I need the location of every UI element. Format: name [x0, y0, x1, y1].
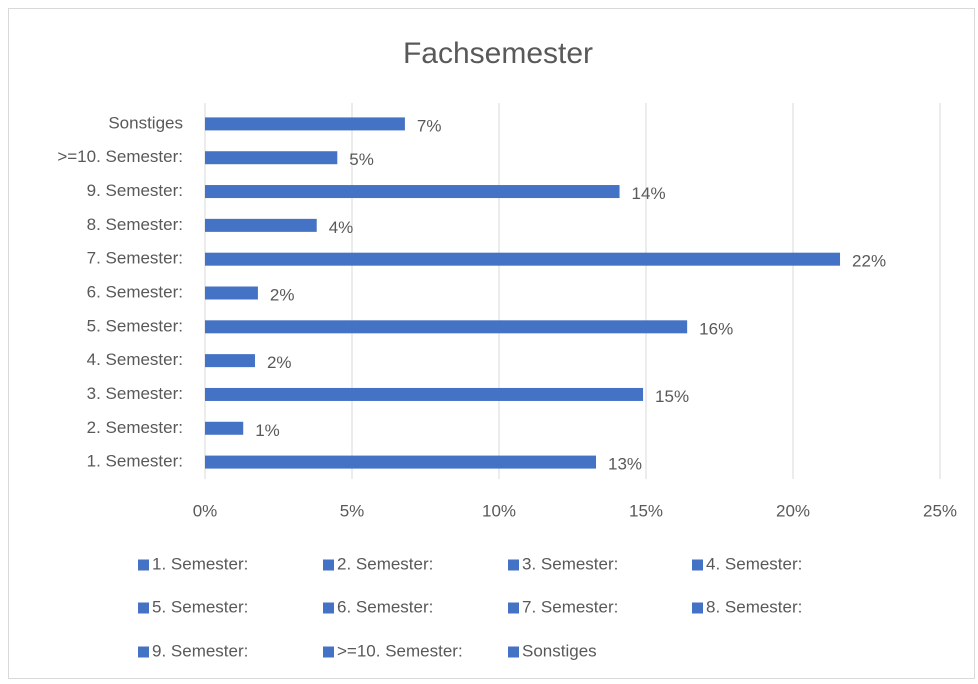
- data-label: 15%: [655, 387, 689, 406]
- legend-swatch: [323, 602, 334, 614]
- legend-swatch: [138, 646, 149, 658]
- data-label: 16%: [699, 319, 733, 338]
- legend-swatch: [692, 602, 703, 614]
- legend-label: 8. Semester:: [706, 597, 802, 616]
- data-label: 5%: [349, 150, 374, 169]
- bar: [205, 286, 258, 300]
- legend-swatch: [323, 646, 334, 658]
- x-tick-label: 5%: [340, 501, 365, 520]
- y-tick-label: 2. Semester:: [87, 418, 183, 437]
- y-tick-label: 4. Semester:: [87, 350, 183, 369]
- chart-title: Fachsemester: [403, 37, 593, 70]
- bar: [205, 252, 841, 266]
- data-label: 1%: [255, 421, 280, 440]
- data-label: 13%: [608, 455, 642, 474]
- legend-swatch: [508, 559, 519, 571]
- bar: [205, 354, 255, 368]
- x-tick-label: 10%: [482, 501, 516, 520]
- legend-label: 1. Semester:: [152, 554, 248, 573]
- legend-label: 7. Semester:: [522, 597, 618, 616]
- y-tick-label: >=10. Semester:: [57, 147, 183, 166]
- x-tick-label: 25%: [923, 501, 957, 520]
- legend-label: 2. Semester:: [337, 554, 433, 573]
- y-tick-label: 8. Semester:: [87, 215, 183, 234]
- legend-label: 6. Semester:: [337, 597, 433, 616]
- y-tick-label: Sonstiges: [108, 113, 183, 132]
- legend-swatch: [508, 646, 519, 658]
- y-tick-label: 3. Semester:: [87, 384, 183, 403]
- bar: [205, 185, 620, 199]
- legend-label: 9. Semester:: [152, 641, 248, 660]
- bar: [205, 117, 405, 131]
- bar: [205, 455, 597, 469]
- y-tick-label: 6. Semester:: [87, 282, 183, 301]
- legend-label: Sonstiges: [522, 641, 597, 660]
- legend-swatch: [323, 559, 334, 571]
- legend-label: 3. Semester:: [522, 554, 618, 573]
- data-label: 2%: [270, 285, 295, 304]
- bar: [205, 421, 244, 435]
- bar: [205, 151, 338, 165]
- legend-label: 4. Semester:: [706, 554, 802, 573]
- legend-swatch: [138, 602, 149, 614]
- y-tick-label: 7. Semester:: [87, 249, 183, 268]
- y-tick-label: 1. Semester:: [87, 452, 183, 471]
- bar: [205, 320, 688, 334]
- x-tick-label: 15%: [629, 501, 663, 520]
- legend-swatch: [138, 559, 149, 571]
- legend-label: >=10. Semester:: [337, 641, 463, 660]
- legend-swatch: [508, 602, 519, 614]
- bar: [205, 218, 317, 232]
- legend-label: 5. Semester:: [152, 597, 248, 616]
- data-label: 2%: [267, 353, 292, 372]
- legend-swatch: [692, 559, 703, 571]
- data-label: 4%: [329, 218, 354, 237]
- y-tick-label: 5. Semester:: [87, 316, 183, 335]
- x-tick-label: 20%: [776, 501, 810, 520]
- data-label: 22%: [852, 252, 886, 271]
- data-label: 7%: [417, 116, 442, 135]
- y-tick-label: 9. Semester:: [87, 181, 183, 200]
- x-tick-label: 0%: [193, 501, 218, 520]
- bar: [205, 387, 644, 401]
- chart-border: [8, 8, 975, 679]
- data-label: 14%: [632, 184, 666, 203]
